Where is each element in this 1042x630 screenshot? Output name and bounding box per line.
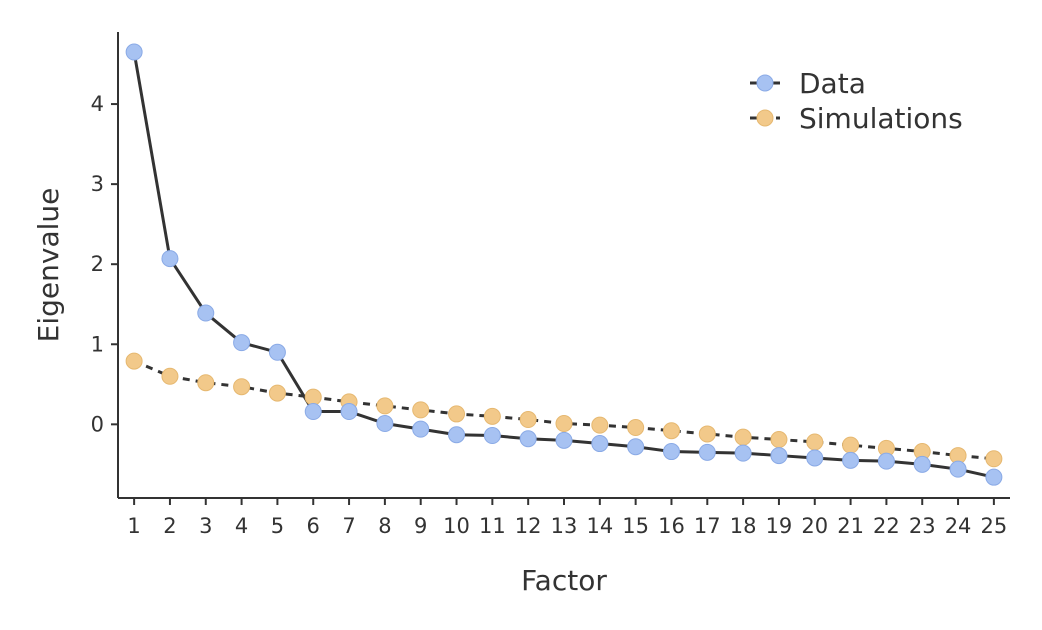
data-point-data: [806, 449, 824, 467]
y-tick-label: 1: [91, 332, 104, 356]
x-tick-label: 24: [945, 514, 972, 538]
data-point-simulations: [448, 405, 466, 423]
data-point-simulations: [519, 411, 537, 429]
data-point-data: [376, 415, 394, 433]
data-point-simulations: [806, 433, 824, 451]
x-tick-label: 12: [515, 514, 542, 538]
data-point-data: [197, 304, 215, 322]
y-tick-label: 3: [91, 172, 104, 196]
y-ticks: 0 1 2 3 4: [91, 92, 118, 436]
data-point-data: [877, 452, 895, 470]
x-tick-label: 16: [658, 514, 685, 538]
legend-marker-simulations: [756, 109, 774, 127]
data-point-simulations: [662, 422, 680, 440]
data-point-data: [949, 460, 967, 478]
x-tick-label: 15: [622, 514, 649, 538]
y-tick-label: 0: [91, 412, 104, 436]
data-point-simulations: [985, 450, 1003, 468]
x-tick-label: 23: [909, 514, 936, 538]
y-tick-label: 2: [91, 252, 104, 276]
x-tick-label: 17: [694, 514, 721, 538]
x-tick-label: 9: [414, 514, 427, 538]
data-point-simulations: [627, 419, 645, 437]
data-point-data: [304, 403, 322, 421]
data-point-data: [591, 435, 609, 453]
x-tick-label: 20: [801, 514, 828, 538]
data-point-simulations: [842, 436, 860, 454]
data-point-data: [662, 443, 680, 461]
x-tick-label: 2: [163, 514, 176, 538]
x-tick-label: 21: [837, 514, 864, 538]
data-point-data: [519, 430, 537, 448]
x-tick-label: 18: [730, 514, 757, 538]
x-tick-label: 14: [586, 514, 613, 538]
x-tick-label: 13: [551, 514, 578, 538]
data-point-simulations: [591, 416, 609, 434]
data-point-simulations: [268, 384, 286, 402]
data-point-data: [842, 451, 860, 469]
x-tick-label: 10: [443, 514, 470, 538]
x-tick-label: 25: [981, 514, 1008, 538]
x-tick-label: 6: [307, 514, 320, 538]
x-axis-title: Factor: [521, 564, 607, 597]
data-point-data: [483, 427, 501, 445]
x-tick-label: 11: [479, 514, 506, 538]
y-axis-title: Eigenvalue: [32, 188, 65, 343]
x-ticks: 1 2 3 4 5 6 7 8 9 10 11 12 13 14 15 16 17 18 19 20 21 22 23 24 2…: [127, 498, 1007, 538]
x-tick-label: 3: [199, 514, 212, 538]
data-point-data: [734, 444, 752, 462]
data-point-data: [555, 431, 573, 449]
data-point-simulations: [412, 401, 430, 419]
x-tick-label: 19: [766, 514, 793, 538]
legend-label-data: Data: [799, 67, 866, 100]
data-point-simulations: [197, 374, 215, 392]
data-point-simulations: [698, 425, 716, 443]
data-point-data: [412, 420, 430, 438]
data-point-data: [340, 403, 358, 421]
data-point-data: [627, 438, 645, 456]
x-tick-label: 5: [271, 514, 284, 538]
data-point-data: [125, 43, 143, 61]
data-point-data: [770, 447, 788, 465]
data-point-data: [161, 250, 179, 268]
data-point-simulations: [555, 415, 573, 433]
y-tick-label: 4: [91, 92, 104, 116]
data-point-simulations: [161, 367, 179, 385]
series-points: [125, 43, 1003, 486]
data-point-data: [448, 426, 466, 444]
data-point-simulations: [483, 407, 501, 425]
data-point-simulations: [376, 397, 394, 415]
data-point-data: [233, 334, 251, 352]
legend-marker-data: [756, 74, 774, 92]
x-tick-label: 8: [378, 514, 391, 538]
data-point-data: [698, 443, 716, 461]
data-point-data: [985, 468, 1003, 486]
x-tick-label: 22: [873, 514, 900, 538]
data-point-simulations: [734, 428, 752, 446]
data-point-simulations: [125, 352, 143, 370]
data-point-data: [268, 343, 286, 361]
data-point-simulations: [770, 431, 788, 449]
x-tick-label: 1: [127, 514, 140, 538]
legend-label-simulations: Simulations: [799, 102, 963, 135]
data-point-simulations: [304, 388, 322, 406]
x-tick-label: 4: [235, 514, 248, 538]
data-point-data: [913, 455, 931, 473]
x-tick-label: 7: [342, 514, 355, 538]
data-point-simulations: [233, 378, 251, 396]
